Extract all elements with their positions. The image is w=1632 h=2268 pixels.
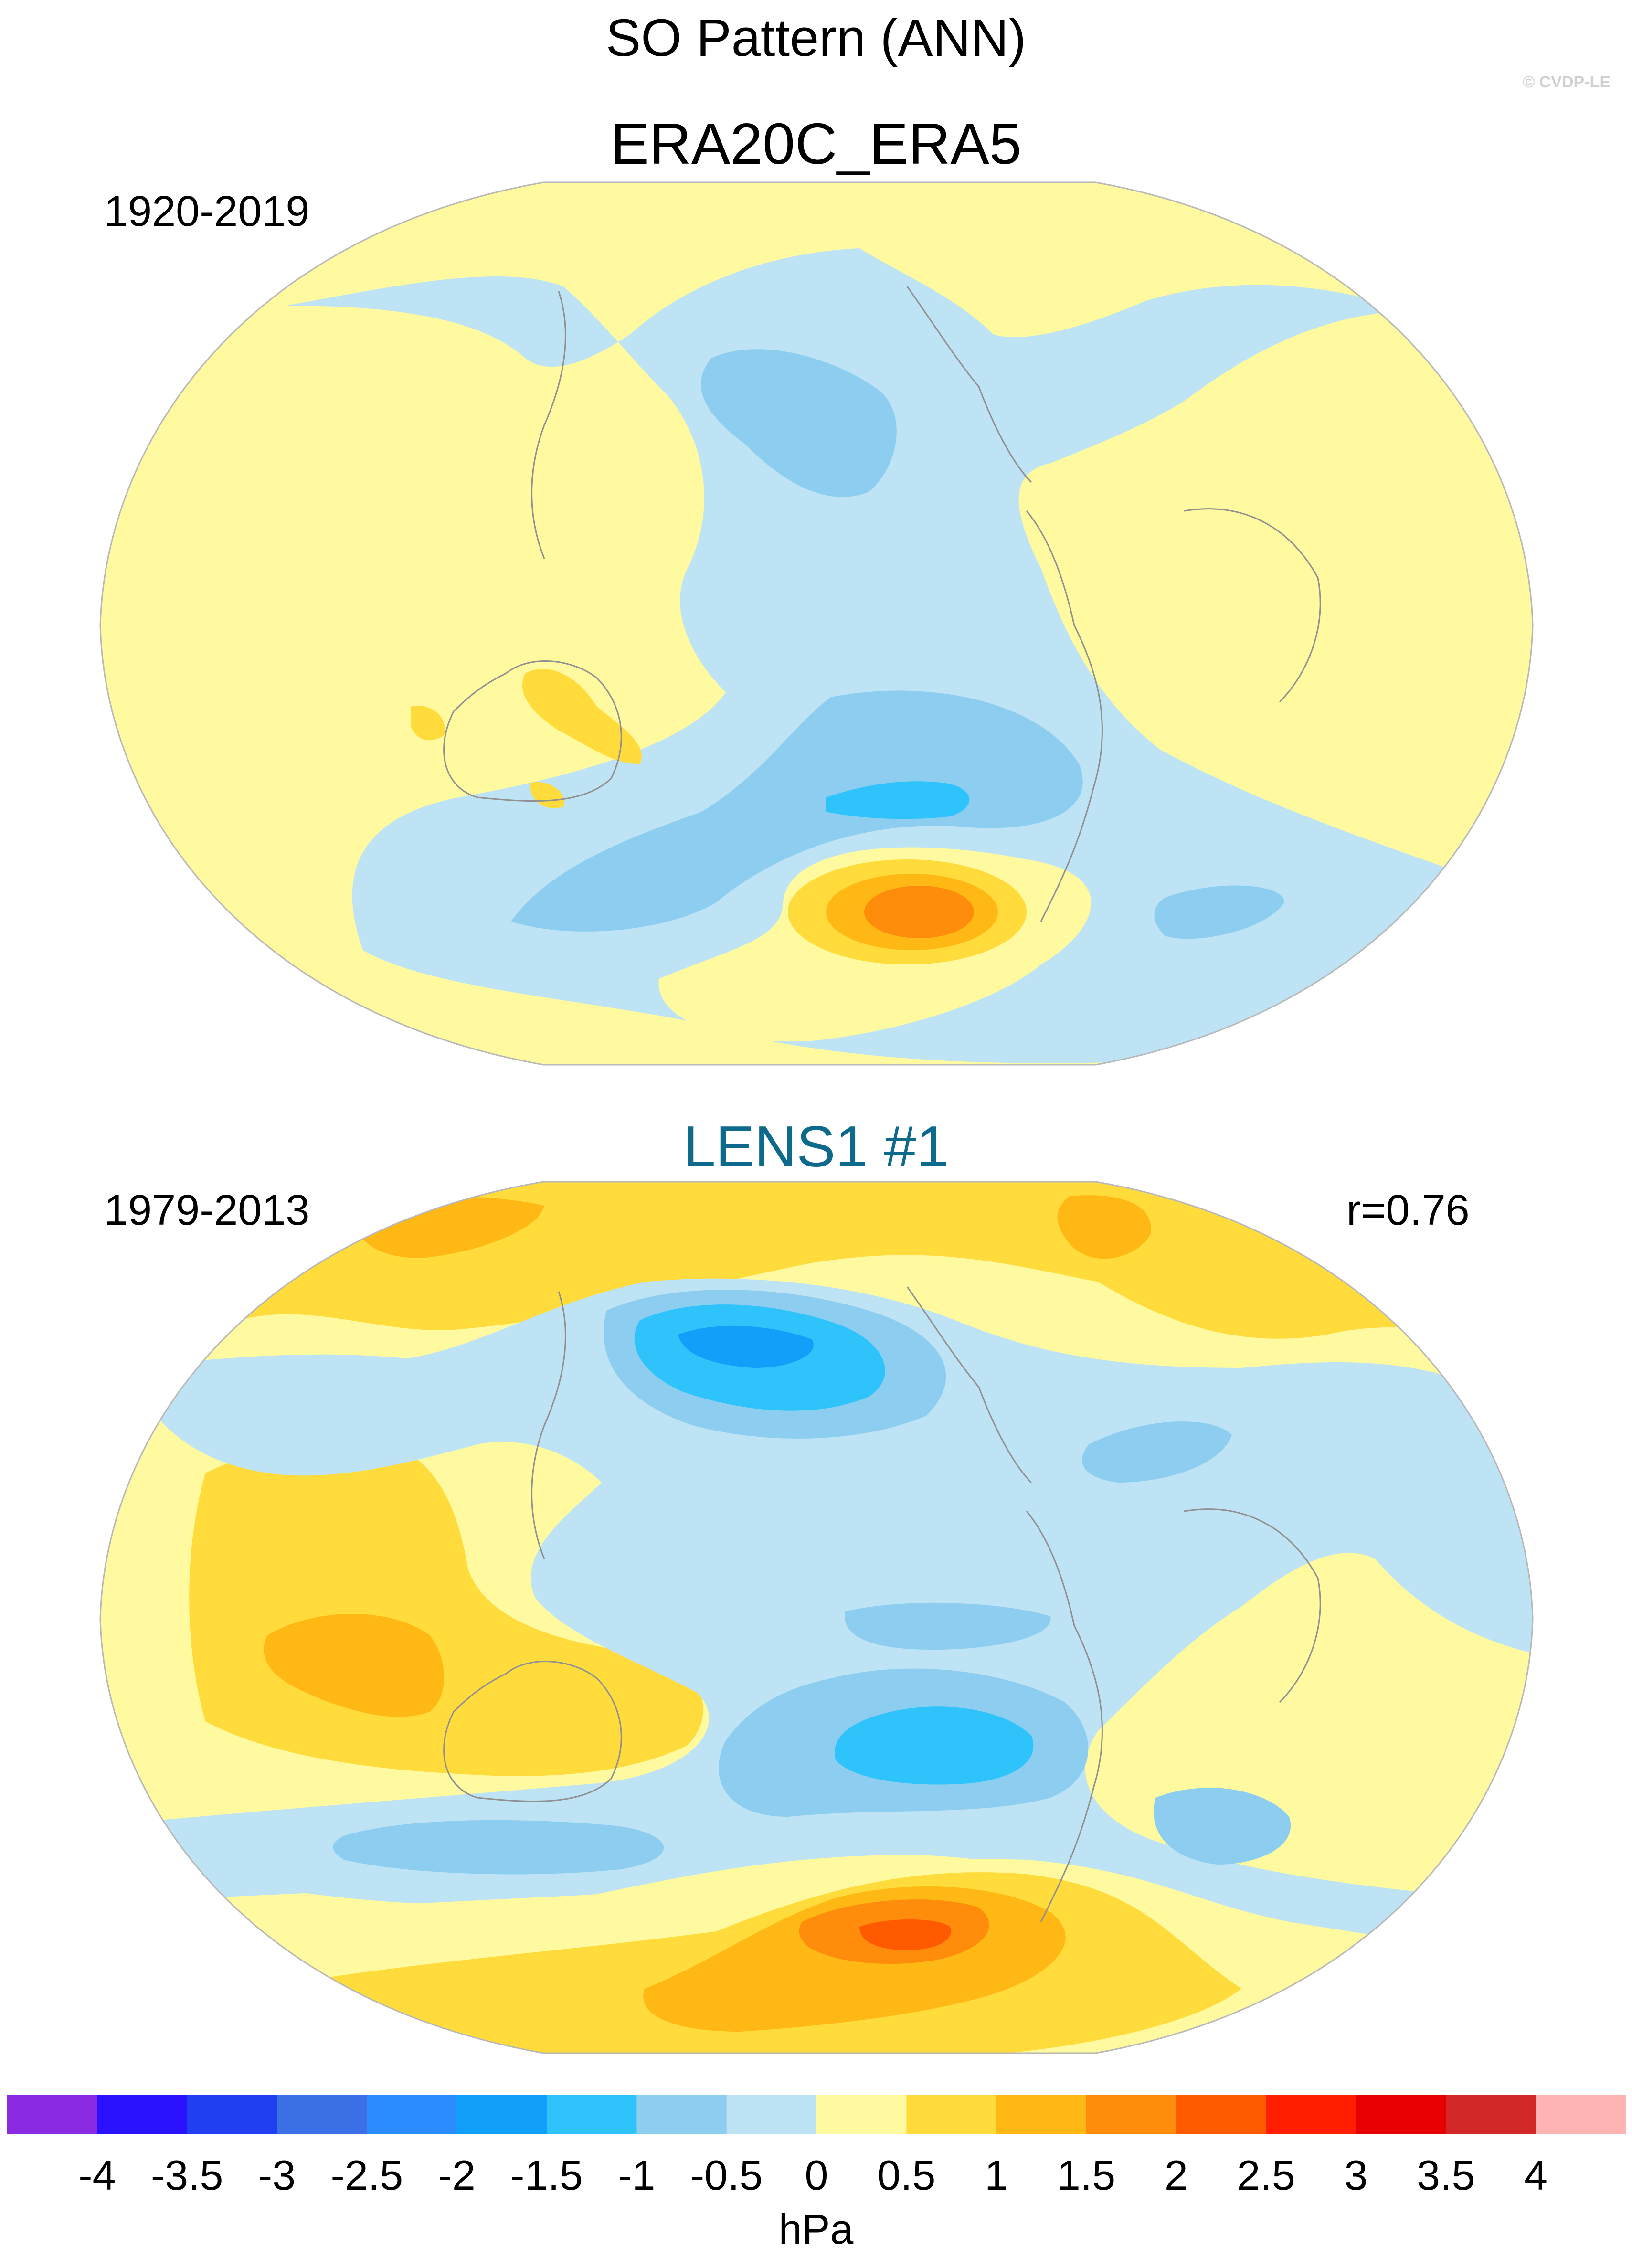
colorbar-swatch [816, 2095, 907, 2134]
panel1-map [99, 181, 1534, 1066]
colorbar-swatch [726, 2095, 817, 2134]
panel2-period: 1979-2013 [104, 1187, 310, 1234]
colorbar-swatch [1266, 2095, 1356, 2134]
colorbar-swatch [1086, 2095, 1176, 2134]
colorbar-tick-label: -1 [618, 2151, 656, 2199]
colorbar-tick-label: 0.5 [877, 2151, 936, 2199]
colorbar-tick-label: -2 [438, 2151, 476, 2199]
colorbar-swatch [367, 2095, 457, 2134]
colorbar-tick-label: 2 [1164, 2151, 1188, 2199]
colorbar-tick-label: 1.5 [1057, 2151, 1116, 2199]
colorbar-swatch [1176, 2095, 1267, 2134]
panel2-correlation: r=0.76 [1346, 1187, 1470, 1234]
colorbar-tick-label: 1 [985, 2151, 1008, 2199]
panel1-period: 1920-2019 [104, 188, 310, 235]
colorbar-tick-label: -1.5 [510, 2151, 583, 2199]
colorbar-swatch [547, 2095, 637, 2134]
colorbar-tick-label: -3.5 [150, 2151, 223, 2199]
colorbar-swatch [456, 2095, 547, 2134]
panel2-map [99, 1181, 1534, 2054]
colorbar-swatch [636, 2095, 727, 2134]
colorbar-swatch [996, 2095, 1087, 2134]
colorbar-tick-label: 4 [1524, 2151, 1548, 2199]
colorbar-tick-label: -4 [78, 2151, 116, 2199]
colorbar-tick-label: 3.5 [1417, 2151, 1475, 2199]
colorbar-swatch [97, 2095, 188, 2134]
colorbar-units: hPa [778, 2205, 854, 2253]
colorbar-swatch [1446, 2095, 1537, 2134]
colorbar-tick-label: -2.5 [330, 2151, 403, 2199]
colorbar-tick-label: 0 [805, 2151, 828, 2199]
colorbar-swatch [277, 2095, 367, 2134]
panel1-title: ERA20C_ERA5 [610, 111, 1022, 176]
colorbar-tick-label: 2.5 [1237, 2151, 1295, 2199]
colorbar-swatch [7, 2095, 97, 2134]
colorbar [7, 2095, 1626, 2134]
main-title: SO Pattern (ANN) [605, 9, 1027, 67]
colorbar-tick-label: 3 [1344, 2151, 1368, 2199]
colorbar-tick-label: -0.5 [690, 2151, 763, 2199]
colorbar-swatch [906, 2095, 997, 2134]
colorbar-swatch [187, 2095, 277, 2134]
colorbar-labels: -4 -3.5 -3 -2.5 -2 -1.5 -1 -0.5 0 0.5 1 1.5 2 2.5 3 3.5… [0, 2151, 1632, 2199]
panel2-title: LENS1 #1 [683, 1114, 949, 1179]
colorbar-tick-label: -3 [258, 2151, 296, 2199]
colorbar-swatch [1536, 2095, 1626, 2134]
credit-label: © CVDP-LE [1523, 73, 1611, 91]
colorbar-swatch [1356, 2095, 1446, 2134]
